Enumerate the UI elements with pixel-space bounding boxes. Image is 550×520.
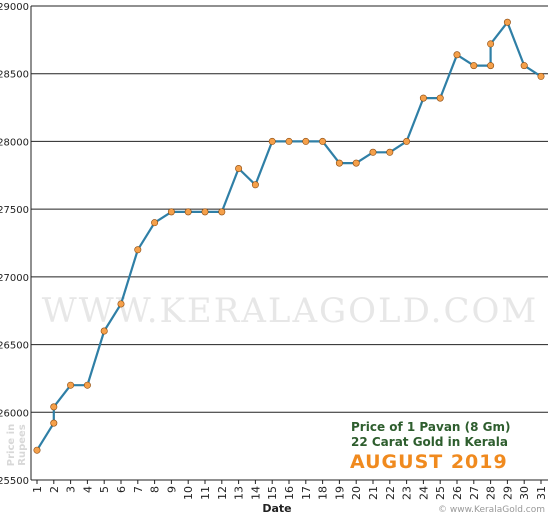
legend: Price of 1 Pavan (8 Gm) 22 Carat Gold in…	[350, 420, 511, 473]
x-tick-label: 22	[384, 486, 397, 500]
y-tick-label: 26000	[0, 408, 29, 419]
data-point	[134, 246, 142, 254]
series-line	[36, 21, 542, 451]
data-point	[67, 381, 75, 389]
data-point	[50, 403, 58, 411]
data-point	[487, 62, 495, 70]
data-point	[403, 137, 411, 145]
x-tick-label: 30	[518, 486, 531, 500]
watermark: WWW.KERALAGOLD.COM	[42, 291, 538, 331]
axes	[30, 6, 548, 484]
data-point	[117, 300, 125, 308]
data-point	[319, 137, 327, 145]
data-point	[503, 18, 511, 26]
y-tick-label: 27500	[0, 205, 29, 216]
grid-lines	[31, 5, 548, 481]
x-tick-labels: 1 2 3 4 5 6 7 8 9 10 11 12 13 14 15 16 17 18 19 20 21 22 23 24 2…	[31, 486, 548, 500]
x-tick-label: 29	[501, 486, 514, 500]
x-tick-label: 24	[417, 486, 430, 500]
data-point	[201, 208, 209, 216]
x-tick-label: 31	[535, 486, 548, 500]
data-point	[100, 327, 108, 335]
data-point	[520, 62, 528, 70]
data-point	[352, 159, 360, 167]
x-tick-label: 17	[300, 486, 313, 500]
data-point	[50, 419, 58, 427]
data-point	[151, 219, 159, 227]
y-tick-label: 26500	[0, 341, 29, 352]
data-point	[537, 72, 545, 80]
y-tick-label: 25500	[0, 476, 29, 487]
data-point	[33, 446, 41, 454]
x-tick-label: 21	[367, 486, 380, 500]
data-point	[251, 181, 259, 189]
x-tick-label: 6	[115, 486, 128, 493]
y-axis-label-line1: Price in	[6, 424, 17, 466]
legend-month: AUGUST 2019	[350, 451, 508, 473]
x-tick-label: 7	[132, 486, 145, 493]
x-tick-label: 4	[81, 486, 94, 493]
x-axis-label: Date	[262, 502, 291, 515]
data-point	[436, 94, 444, 102]
legend-line1: Price of 1 Pavan (8 Gm)	[351, 420, 511, 434]
x-tick-label: 11	[199, 486, 212, 500]
x-tick-label: 14	[249, 486, 262, 500]
data-point	[83, 381, 91, 389]
data-point	[268, 137, 276, 145]
y-axis-label-line2: Rupees	[17, 424, 28, 466]
x-tick-label: 10	[182, 486, 195, 500]
data-point	[419, 94, 427, 102]
x-tick-label: 18	[317, 486, 330, 500]
x-tick-label: 25	[434, 486, 447, 500]
copyright: © www.KeralaGold.com	[438, 505, 545, 515]
x-tick-label: 1	[31, 486, 44, 493]
x-tick-label: 26	[451, 486, 464, 500]
x-tick-label: 5	[98, 486, 111, 493]
data-point	[285, 137, 293, 145]
data-points	[33, 18, 545, 454]
data-point	[218, 208, 226, 216]
x-tick-label: 23	[401, 486, 414, 500]
legend-line2: 22 Carat Gold in Kerala	[351, 435, 508, 449]
x-tick-label: 20	[350, 486, 363, 500]
x-tick-label: 13	[233, 486, 246, 500]
x-tick-label: 2	[48, 486, 61, 493]
x-tick-label: 9	[165, 486, 178, 493]
x-tick-label: 15	[266, 486, 279, 500]
data-point	[167, 208, 175, 216]
data-point	[453, 51, 461, 59]
y-tick-label: 27000	[0, 273, 29, 284]
data-point	[470, 62, 478, 70]
y-tick-labels: 25500 26000 26500 27000 27500 28000 28500 29000	[0, 2, 29, 487]
x-tick-label: 3	[65, 486, 78, 493]
x-tick-label: 16	[283, 486, 296, 500]
y-tick-label: 28500	[0, 70, 29, 81]
x-tick-label: 28	[485, 486, 498, 500]
data-point	[184, 208, 192, 216]
data-point	[369, 148, 377, 156]
x-tick-label: 8	[149, 486, 162, 493]
x-tick-label: 19	[333, 486, 346, 500]
x-tick-label: 27	[468, 486, 481, 500]
y-tick-label: 29000	[0, 2, 29, 13]
y-tick-label: 28000	[0, 137, 29, 148]
data-point	[386, 148, 394, 156]
data-point	[235, 165, 243, 173]
data-point	[487, 40, 495, 48]
x-tick-label: 12	[216, 486, 229, 500]
data-point	[302, 137, 310, 145]
data-point	[335, 159, 343, 167]
